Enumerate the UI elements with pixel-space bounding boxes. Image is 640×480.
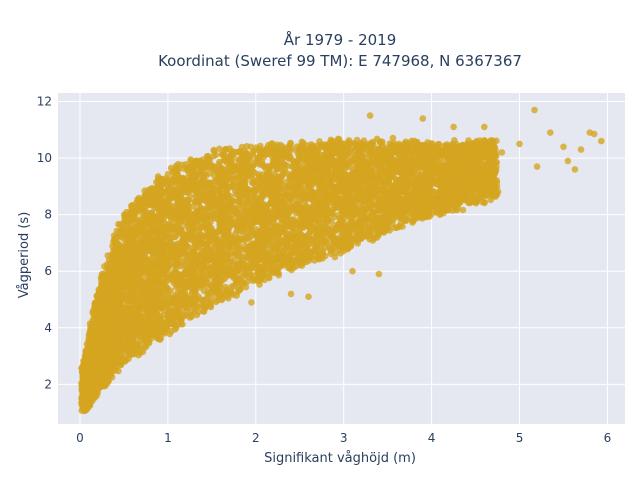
data-point <box>246 271 254 278</box>
chart-title-line-2: Koordinat (Sweref 99 TM): E 747968, N 63… <box>158 52 522 70</box>
data-point <box>117 361 125 369</box>
data-point <box>265 273 273 281</box>
data-point <box>241 261 249 268</box>
data-points <box>78 106 605 415</box>
data-point <box>167 164 175 172</box>
data-point <box>267 220 275 227</box>
data-point <box>389 134 397 142</box>
chart-title-line-1: År 1979 - 2019 <box>284 30 397 49</box>
data-point <box>195 244 202 252</box>
data-point <box>264 209 272 216</box>
data-point <box>409 215 416 223</box>
data-point <box>186 314 194 321</box>
data-point <box>300 188 307 195</box>
data-point <box>183 308 191 315</box>
data-point <box>247 264 255 272</box>
data-point <box>270 170 278 178</box>
data-point <box>216 145 223 153</box>
data-point <box>257 142 264 150</box>
data-point <box>101 263 108 270</box>
